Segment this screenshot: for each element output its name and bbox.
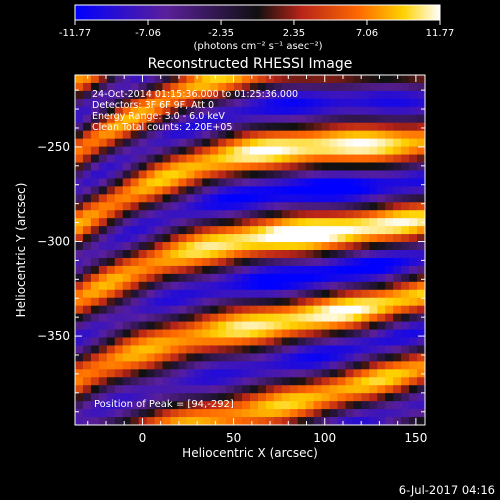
colorbar-tick-label: 7.06 (356, 28, 378, 39)
x-axis: 0 50 100 150 (87, 75, 427, 445)
timestamp: 6-Jul-2017 04:16 (399, 483, 495, 497)
colorbar-tick-label: 11.77 (426, 28, 455, 39)
colorbar (74, 4, 441, 21)
y-axis-label: Heliocentric Y (arcsec) (14, 183, 28, 318)
x-tick-label: 100 (313, 431, 336, 445)
x-tick-label: 50 (226, 431, 241, 445)
x-axis-label: Heliocentric X (arcsec) (182, 446, 318, 460)
y-tick-label: −250 (37, 140, 70, 154)
colorbar-ticks: -11.77 -7.06 -2.35 2.35 7.06 11.77 (59, 20, 454, 39)
chart-title: Reconstructed RHESSI Image (148, 56, 353, 72)
x-tick-label: 0 (139, 431, 147, 445)
y-tick-label: −300 (37, 234, 70, 248)
annotation-energy-range: Energy Range: 3.0 - 6.0 keV (92, 111, 225, 122)
annotation-counts: Clean Total counts: 2.20E+05 (92, 122, 232, 133)
peak-position-label: Position of Peak = [94,-292] (94, 399, 234, 410)
colorbar-tick-label: -2.35 (208, 28, 234, 39)
colorbar-tick-label: 2.35 (283, 28, 305, 39)
y-axis: −250 −300 −350 (37, 89, 425, 413)
colorbar-units: (photons cm⁻² s⁻¹ asec⁻²) (193, 41, 322, 52)
colorbar-tick-label: -7.06 (135, 28, 161, 39)
annotation-detectors: Detectors: 3F 6F 9F, Att 0 (92, 100, 214, 111)
y-tick-label: −350 (37, 329, 70, 343)
x-tick-label: 150 (404, 431, 427, 445)
heatmap (75, 75, 425, 425)
plot-frame (74, 74, 426, 426)
colorbar-tick-label: -11.77 (59, 28, 91, 39)
annotation-time-range: 24-Oct-2014 01:15:36.000 to 01:25:36.000 (92, 89, 298, 100)
